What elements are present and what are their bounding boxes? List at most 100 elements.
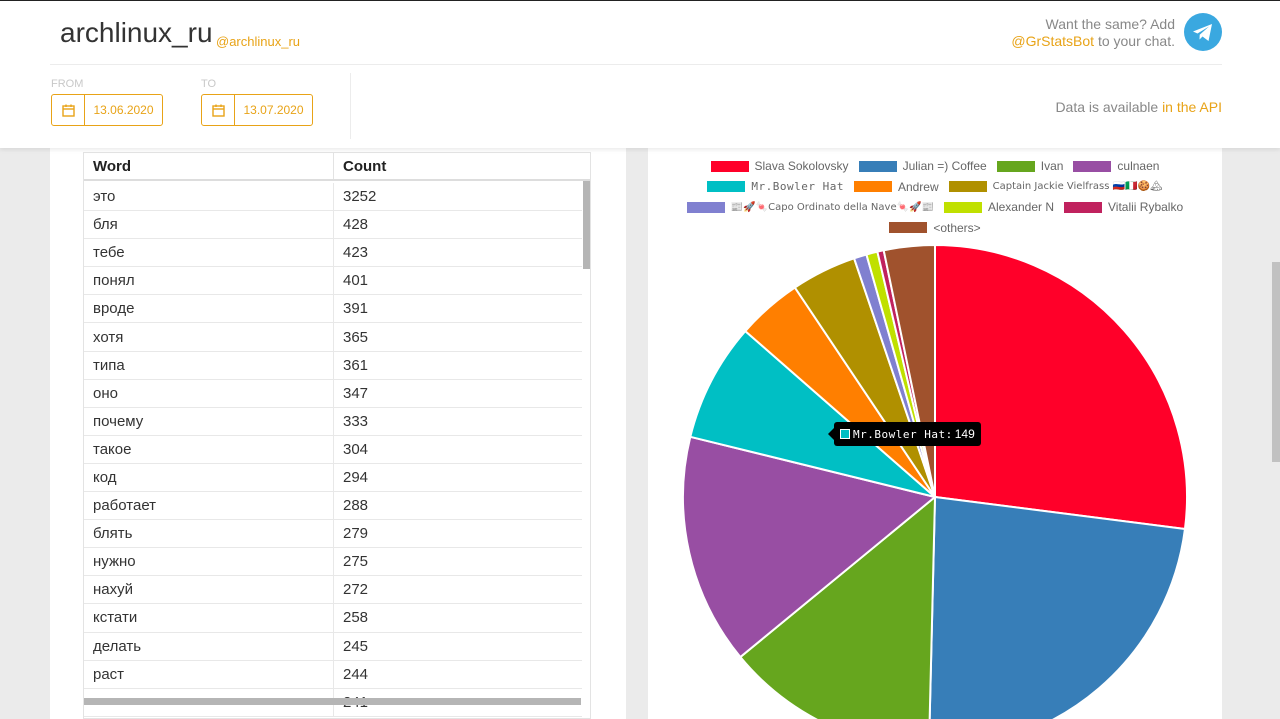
pie-slice[interactable] bbox=[934, 243, 1188, 531]
count-cell: 391 bbox=[343, 300, 369, 318]
count-cell: 401 bbox=[343, 272, 369, 290]
legend-swatch bbox=[996, 160, 1035, 172]
legend-item[interactable]: <others> bbox=[889, 221, 981, 235]
legend-item[interactable]: Julian =) Coffee bbox=[858, 159, 987, 174]
pie-slice[interactable] bbox=[738, 494, 937, 719]
tooltip-label: Mr.Bowler Hat: bbox=[853, 427, 953, 441]
legend-item[interactable]: Captain Jackie Vielfrass 🇷🇺🇮🇹🍪🏔 bbox=[948, 181, 1163, 193]
page-header: archlinux_ru @archlinux_ru Want the same… bbox=[0, 0, 1280, 148]
table-row: почему 333 bbox=[84, 407, 582, 436]
table-row: оно 347 bbox=[84, 379, 582, 408]
legend-label: culnaen bbox=[1117, 159, 1160, 174]
table-row: бля 428 bbox=[84, 211, 582, 240]
chat-handle-link[interactable]: @archlinux_ru bbox=[216, 34, 301, 49]
legend-swatch bbox=[948, 181, 987, 193]
legend-swatch bbox=[686, 201, 725, 213]
legend-swatch bbox=[943, 201, 982, 213]
count-cell: 288 bbox=[343, 497, 369, 515]
legend-item[interactable]: Andrew bbox=[853, 180, 939, 194]
legend-label: 📰🚀🍬Capo Ordinato della Nave🍬🚀📰 bbox=[730, 201, 934, 213]
table-row: блять 279 bbox=[84, 520, 582, 549]
word-cell: это bbox=[84, 183, 334, 211]
word-cell: такое bbox=[84, 435, 334, 463]
calendar-icon[interactable] bbox=[202, 95, 235, 125]
legend-item[interactable]: culnaen bbox=[1073, 159, 1159, 173]
header-count[interactable]: Count bbox=[343, 157, 387, 175]
chat-title: archlinux_ru bbox=[60, 17, 213, 48]
count-cell: 3252 bbox=[343, 188, 377, 206]
promo-text: Want the same? Add @GrStatsBot to your c… bbox=[1011, 16, 1175, 50]
pie-slice[interactable] bbox=[682, 435, 938, 659]
table-row: хотя 365 bbox=[84, 323, 582, 352]
table-row: понял 401 bbox=[84, 267, 582, 296]
api-link[interactable]: in the API bbox=[1162, 99, 1222, 115]
legend-swatch bbox=[1073, 160, 1112, 172]
legend-swatch bbox=[858, 160, 897, 172]
legend-item[interactable]: Alexander N bbox=[943, 200, 1054, 215]
table-row: тебе 423 bbox=[84, 239, 582, 268]
to-label: TO bbox=[201, 78, 217, 90]
calendar-icon[interactable] bbox=[52, 95, 85, 125]
table-row: такое 304 bbox=[84, 435, 582, 464]
promo-line-1: Want the same? Add bbox=[1045, 16, 1175, 32]
from-date-picker[interactable]: 13.06.2020 bbox=[51, 94, 163, 126]
legend-label: Mr.Bowler Hat bbox=[751, 180, 844, 194]
from-label: FROM bbox=[51, 78, 84, 90]
count-cell: 304 bbox=[343, 440, 369, 458]
word-cell: типа bbox=[84, 351, 334, 379]
legend-row: Mr.Bowler Hat Andrew Captain Jackie Viel… bbox=[648, 177, 1222, 198]
legend-item[interactable]: Ivan bbox=[996, 159, 1063, 173]
table-row: вроде 391 bbox=[84, 295, 582, 324]
count-cell: 244 bbox=[343, 665, 369, 683]
table-row: работает 288 bbox=[84, 492, 582, 521]
table-row: это 3252 bbox=[84, 183, 582, 212]
count-cell: 423 bbox=[343, 244, 369, 262]
count-cell: 365 bbox=[343, 328, 369, 346]
legend-label: Captain Jackie Vielfrass 🇷🇺🇮🇹🍪🏔 bbox=[992, 181, 1163, 193]
table-vertical-scrollbar[interactable] bbox=[583, 181, 590, 269]
count-cell: 272 bbox=[343, 581, 369, 599]
header-separator bbox=[350, 73, 351, 139]
legend-row: 📰🚀🍬Capo Ordinato della Nave🍬🚀📰 Alexander… bbox=[648, 197, 1222, 218]
legend-label: Julian =) Coffee bbox=[902, 159, 987, 174]
count-cell: 245 bbox=[343, 637, 369, 655]
page-scrollbar[interactable] bbox=[1272, 262, 1280, 462]
word-cell: хотя bbox=[84, 323, 334, 351]
table-row: типа 361 bbox=[84, 351, 582, 380]
word-cell: кстати bbox=[84, 604, 334, 632]
legend-item[interactable]: Slava Sokolovsky bbox=[710, 159, 849, 173]
legend-row: Slava Sokolovsky Julian =) Coffee Ivan c… bbox=[648, 156, 1222, 177]
api-prefix: Data is available bbox=[1055, 99, 1163, 115]
table-header: Word Count bbox=[84, 153, 590, 181]
table-horizontal-scrollbar[interactable] bbox=[84, 698, 581, 705]
count-cell: 258 bbox=[343, 609, 369, 627]
legend-row: <others> bbox=[648, 218, 1222, 239]
word-cell: бля bbox=[84, 211, 334, 239]
table-row: кстати 258 bbox=[84, 604, 582, 633]
from-date-value[interactable]: 13.06.2020 bbox=[93, 103, 154, 117]
legend-swatch bbox=[710, 160, 749, 172]
word-cell: делать bbox=[84, 632, 334, 660]
legend-label: Vitalii Rybalko bbox=[1108, 200, 1184, 215]
header-word[interactable]: Word bbox=[84, 153, 334, 179]
table-row: раст 244 bbox=[84, 660, 582, 689]
telegram-icon[interactable] bbox=[1184, 13, 1222, 51]
count-cell: 361 bbox=[343, 356, 369, 374]
bot-link[interactable]: @GrStatsBot bbox=[1011, 33, 1095, 49]
count-cell: 294 bbox=[343, 468, 369, 486]
table-row: код 294 bbox=[84, 463, 582, 493]
pie-slice[interactable] bbox=[928, 495, 1187, 719]
count-cell: 279 bbox=[343, 525, 369, 543]
table-row: нахуй 272 bbox=[84, 576, 582, 605]
tooltip-value: 149 bbox=[954, 427, 975, 441]
word-cell: блять bbox=[84, 520, 334, 548]
legend-item[interactable]: Vitalii Rybalko bbox=[1064, 200, 1183, 214]
legend-item[interactable]: Mr.Bowler Hat bbox=[707, 180, 844, 193]
to-date-picker[interactable]: 13.07.2020 bbox=[201, 94, 313, 126]
word-cell: оно bbox=[84, 379, 334, 407]
legend-item[interactable]: 📰🚀🍬Capo Ordinato della Nave🍬🚀📰 bbox=[686, 201, 934, 213]
pie-slice[interactable] bbox=[689, 329, 936, 498]
to-date-value[interactable]: 13.07.2020 bbox=[243, 103, 304, 117]
table-row: нужно 275 bbox=[84, 548, 582, 577]
legend-label: Alexander N bbox=[987, 200, 1054, 215]
